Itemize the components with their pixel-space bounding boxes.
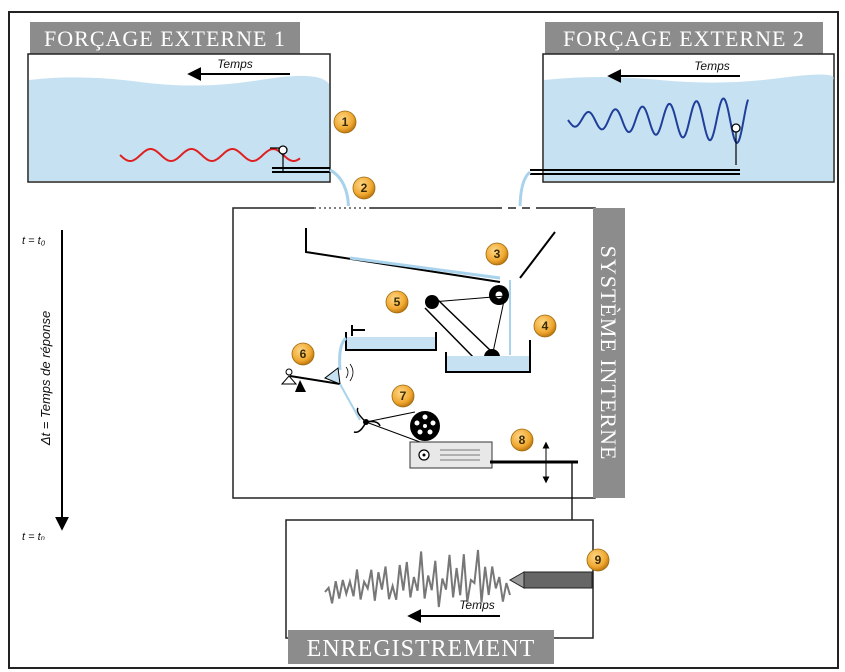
seesaw-lever-icon bbox=[280, 363, 354, 392]
internal-system-panel: SYSTÈME INTERNE bbox=[232, 206, 625, 568]
step-marker-5: 5 bbox=[385, 290, 409, 314]
step-marker-label: 2 bbox=[361, 181, 368, 195]
step-marker-label: 3 bbox=[494, 247, 501, 261]
step-marker-4: 4 bbox=[533, 314, 557, 338]
recording-wave bbox=[324, 549, 511, 608]
basin-4 bbox=[445, 340, 531, 373]
tank-2-time-label: Temps bbox=[694, 59, 730, 73]
step-marker-label: 1 bbox=[342, 115, 349, 129]
step-markers: 1 2 3 4 5 6 7 8 9 bbox=[291, 110, 610, 572]
step-marker-9: 9 bbox=[586, 548, 610, 572]
tank-2-float-icon bbox=[731, 123, 741, 133]
blue-forcing-wave bbox=[567, 97, 749, 145]
tank-2-water bbox=[544, 74, 834, 181]
recording-pen-icon bbox=[508, 571, 593, 589]
step-marker-label: 5 bbox=[394, 295, 401, 309]
time-start-label: t = t₀ bbox=[22, 235, 46, 247]
step-marker-label: 4 bbox=[542, 319, 549, 333]
time-end-label: t = tₙ bbox=[22, 531, 45, 543]
tank-1-water bbox=[29, 75, 329, 181]
external-forcing-2-banner bbox=[545, 22, 823, 54]
basin-5 bbox=[345, 332, 437, 351]
recording-time-label: Temps bbox=[459, 598, 495, 612]
red-forcing-wave bbox=[119, 147, 301, 163]
stream-from-tank-1 bbox=[329, 168, 354, 256]
internal-system-title: SYSTÈME INTERNE bbox=[596, 246, 621, 461]
outer-frame bbox=[8, 11, 839, 669]
propeller-icon bbox=[353, 407, 421, 443]
external-forcing-1-title: FORÇAGE EXTERNE 1 bbox=[44, 26, 286, 51]
time-axis: t = t₀ t = tₙ Δt = Temps de réponse bbox=[22, 230, 69, 543]
step-marker-2: 2 bbox=[352, 176, 376, 200]
step-marker-label: 8 bbox=[519, 433, 526, 447]
tank-1-time-label: Temps bbox=[217, 57, 253, 71]
tank-1-float-icon bbox=[278, 145, 288, 155]
step-marker-label: 6 bbox=[300, 347, 307, 361]
external-forcing-1-banner bbox=[30, 22, 300, 54]
step-marker-label: 7 bbox=[400, 389, 407, 403]
step-marker-7: 7 bbox=[391, 384, 415, 408]
step-marker-8: 8 bbox=[510, 428, 534, 452]
external-forcing-1-panel: FORÇAGE EXTERNE 1 Temps bbox=[27, 22, 331, 183]
step-marker-label: 9 bbox=[595, 553, 602, 567]
recording-title: ENREGISTREMENT bbox=[307, 636, 536, 662]
external-forcing-2-title: FORÇAGE EXTERNE 2 bbox=[563, 26, 805, 51]
step-marker-6: 6 bbox=[291, 342, 315, 366]
collector-trough bbox=[305, 228, 501, 283]
response-time-label: Δt = Temps de réponse bbox=[38, 311, 53, 446]
internal-system-banner bbox=[593, 208, 625, 498]
external-forcing-2-panel: FORÇAGE EXTERNE 2 Temps bbox=[530, 22, 835, 183]
step-marker-3: 3 bbox=[485, 242, 509, 266]
step-marker-1: 1 bbox=[333, 110, 357, 134]
recording-panel: Temps ENREGISTREMENT bbox=[285, 519, 594, 664]
recording-banner bbox=[288, 630, 554, 664]
